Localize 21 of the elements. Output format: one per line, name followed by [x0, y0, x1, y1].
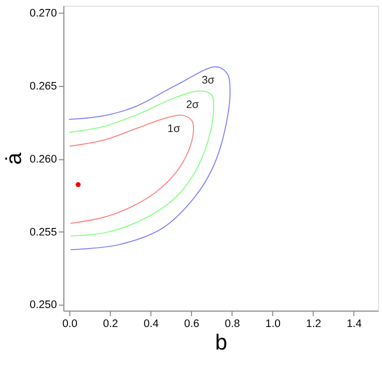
line-series: [68, 66, 231, 250]
annotation: 2σ: [186, 98, 200, 111]
y-tick-label: 0.260: [30, 153, 57, 166]
x-tick-label: 0.2: [102, 318, 118, 330]
x-tick-label: 0.8: [224, 318, 240, 330]
x-axis-title: b: [215, 330, 228, 355]
x-tick-label: 0.0: [62, 318, 78, 330]
x-tick-label: 0.4: [144, 318, 159, 330]
x-tick-label: 1.0: [265, 318, 281, 330]
x-tick-label: 0.6: [184, 318, 200, 330]
line-series: [68, 90, 214, 236]
y-axis-title: ȧ: [0, 152, 26, 165]
y-tick-label: 0.250: [30, 299, 57, 312]
line-series: [70, 114, 194, 224]
x-tick-label: 1.2: [306, 318, 322, 330]
y-tick-label: 0.265: [30, 80, 57, 92]
annotation: 1σ: [167, 123, 180, 136]
annotation: 3σ: [202, 74, 215, 87]
y-tick-label: 0.255: [30, 226, 57, 238]
x-tick-label: 1.4: [346, 318, 362, 330]
y-tick-label: 0.270: [30, 8, 57, 20]
